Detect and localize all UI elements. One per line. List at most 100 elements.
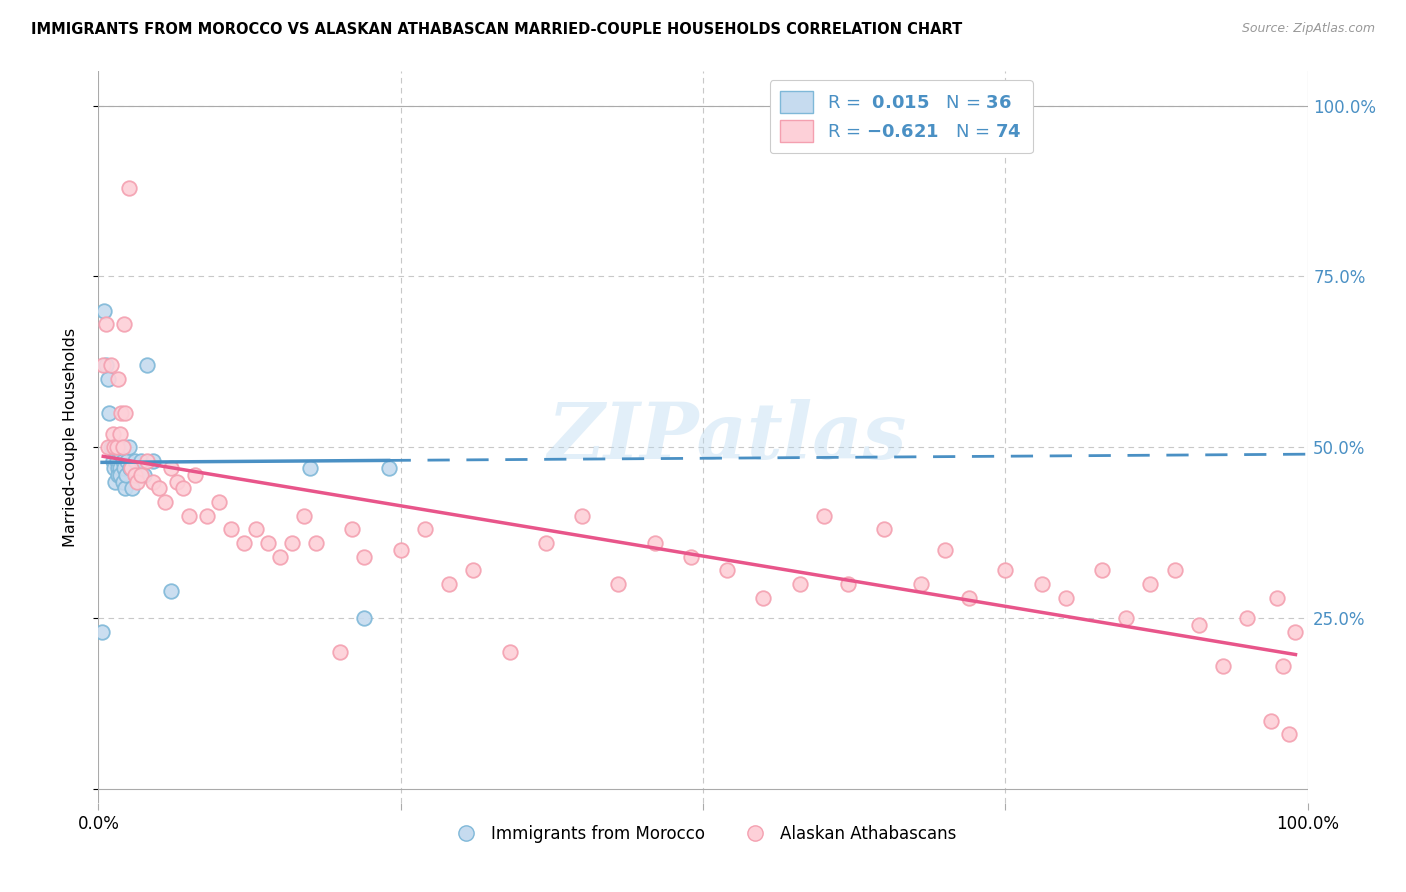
Point [107,372,129,386]
Point [134,467,156,482]
Point [91,359,114,373]
Point [179,508,201,523]
Point [232,536,254,550]
Point [353,611,375,625]
Point [644,536,666,550]
Point [329,645,352,659]
Point [571,508,593,523]
Point [994,563,1017,577]
Point [172,481,194,495]
Point [118,440,141,454]
Point [135,454,157,468]
Point [97,440,120,454]
Point [118,460,141,475]
Point [377,460,399,475]
Point [91,624,114,639]
Point [166,475,188,489]
Point [292,508,315,523]
Point [221,522,243,536]
Point [103,460,125,475]
Point [105,454,128,468]
Point [120,460,142,475]
Point [98,406,121,420]
Point [716,563,738,577]
Point [108,460,131,475]
Point [1272,659,1295,673]
Point [934,542,956,557]
Point [112,460,135,475]
Point [195,508,218,523]
Point [413,522,436,536]
Point [184,467,207,482]
Point [100,440,122,454]
Point [1236,611,1258,625]
Point [142,454,165,468]
Point [127,475,149,489]
Point [124,454,146,468]
Point [112,318,135,332]
Point [208,495,231,509]
Point [108,440,131,454]
Point [107,460,129,475]
Point [129,454,152,468]
Point [607,577,630,591]
Point [1188,618,1211,632]
Point [104,475,127,489]
Point [1139,577,1161,591]
Point [110,406,132,420]
Point [353,549,375,564]
Point [281,536,304,550]
Point [94,318,117,332]
Point [101,454,124,468]
Point [910,577,932,591]
Point [1031,577,1053,591]
Point [463,563,485,577]
Y-axis label: Married-couple Households: Married-couple Households [63,327,77,547]
Point [100,359,122,373]
Point [837,577,859,591]
Point [873,522,896,536]
Point [1091,563,1114,577]
Point [1115,611,1137,625]
Point [534,536,557,550]
Point [256,536,278,550]
Point [135,359,157,373]
Point [1284,624,1306,639]
Point [110,447,132,461]
Point [269,549,291,564]
Point [114,406,136,420]
Point [117,454,139,468]
Point [105,440,128,454]
Point [111,454,134,468]
Point [679,549,702,564]
Point [305,536,328,550]
Point [107,467,129,482]
Text: ZIPatlas: ZIPatlas [547,399,907,475]
Point [1260,714,1282,728]
Point [142,475,165,489]
Point [299,460,322,475]
Point [752,591,775,605]
Point [101,426,124,441]
Legend: Immigrants from Morocco, Alaskan Athabascans: Immigrants from Morocco, Alaskan Athabas… [443,818,963,849]
Point [111,440,134,454]
Point [389,542,412,557]
Point [789,577,811,591]
Point [129,467,152,482]
Point [118,180,141,194]
Point [93,303,115,318]
Text: Source: ZipAtlas.com: Source: ZipAtlas.com [1241,22,1375,36]
Point [121,481,143,495]
Point [160,460,183,475]
Point [1054,591,1077,605]
Point [1267,591,1289,605]
Point [153,495,176,509]
Point [111,475,134,489]
Point [437,577,460,591]
Point [100,440,122,454]
Point [114,481,136,495]
Point [1278,727,1301,741]
Point [115,467,138,482]
Point [342,522,364,536]
Point [498,645,520,659]
